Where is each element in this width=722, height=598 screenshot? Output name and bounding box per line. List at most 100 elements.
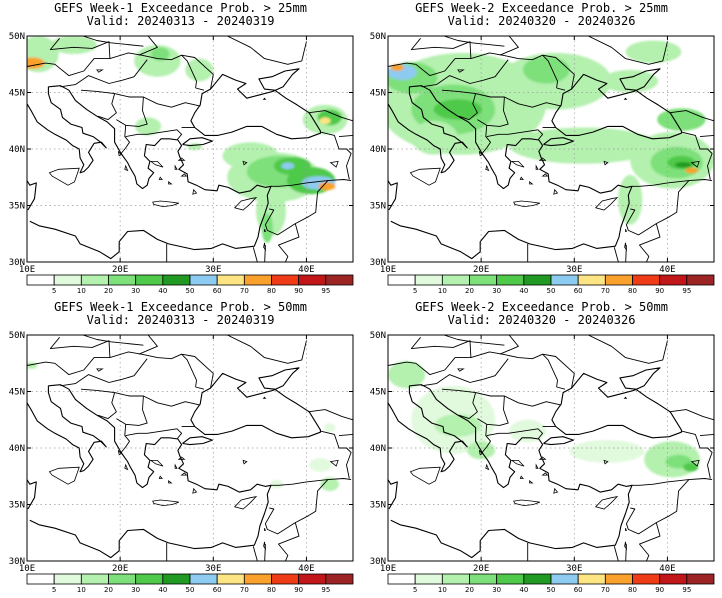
island (623, 97, 628, 100)
panel-title: GEFS Week-2 Exceedance Prob. > 50mm (415, 300, 668, 314)
colorbar-swatch (441, 573, 470, 585)
lon-tick-label: 20E (473, 564, 489, 574)
colorbar: 5 10 20 30 40 50 60 70 80 90 95 (26, 573, 354, 594)
colorbar-label: 80 (628, 287, 637, 295)
lake (242, 160, 248, 166)
country-border (475, 93, 562, 108)
island (623, 396, 628, 399)
colorbar-swatch (632, 573, 661, 585)
island (510, 161, 525, 168)
island (158, 475, 163, 479)
coastlines (27, 367, 353, 559)
country-border (27, 351, 214, 389)
colorbar-swatch (26, 573, 55, 585)
country-border (542, 353, 558, 388)
lon-tick-label: 30E (205, 564, 221, 574)
coastline (29, 384, 272, 559)
colorbar-swatch (189, 573, 218, 585)
probability-contour (411, 120, 458, 155)
lake (624, 242, 627, 252)
lake (329, 160, 339, 168)
probability-contour (434, 414, 482, 437)
map-content (27, 36, 353, 262)
island (541, 173, 549, 177)
island (174, 463, 178, 469)
lat-tick-label: 35N (9, 202, 25, 212)
colorbar-swatch (550, 274, 579, 286)
lake (457, 368, 465, 372)
colorbar-swatch (577, 573, 606, 585)
island (538, 456, 547, 460)
island (192, 487, 198, 494)
probability-contour (523, 56, 570, 84)
probability-shading (388, 40, 714, 225)
probability-contour (50, 36, 97, 54)
country-border (114, 93, 201, 108)
colorbar-label: 50 (547, 586, 556, 594)
country-border (320, 131, 352, 180)
probability-contour (433, 99, 483, 120)
country-border (181, 353, 197, 388)
panel-valid-dates: Valid: 20240320 - 20240326 (447, 14, 636, 28)
country-borders (388, 335, 714, 561)
colorbar-label: 10 (77, 287, 86, 295)
country-border (481, 424, 491, 453)
island (149, 161, 164, 168)
colorbar-label: 70 (240, 586, 249, 594)
probability-contour (27, 57, 45, 69)
colorbar-swatch (441, 274, 470, 286)
country-border (486, 129, 544, 141)
island (513, 499, 540, 507)
country-border (138, 335, 158, 355)
coastline (27, 479, 37, 510)
lat-tick-label: 50N (9, 331, 25, 341)
island (174, 164, 178, 170)
country-border (227, 36, 307, 65)
country-border (410, 38, 472, 59)
colorbar-swatch (216, 274, 245, 286)
colorbar-swatch (243, 274, 272, 286)
panel-valid-dates: Valid: 20240313 - 20240319 (86, 14, 275, 28)
lat-tick-label: 45N (9, 388, 25, 398)
country-border (82, 36, 144, 47)
island (478, 450, 483, 456)
country-border (410, 337, 472, 358)
colorbar-swatch (523, 274, 552, 286)
probability-contour (509, 127, 659, 164)
colorbar-label: 50 (547, 287, 556, 295)
country-border (116, 96, 148, 127)
colorbar-swatch (243, 573, 272, 585)
country-borders (388, 36, 714, 262)
island (152, 200, 179, 208)
country-border (114, 392, 201, 407)
country-border (443, 36, 505, 47)
coastline (182, 137, 213, 147)
lon-tick-label: 10E (19, 265, 35, 275)
colorbar-swatch (523, 573, 552, 585)
probability-contour (509, 419, 547, 443)
colorbar-swatch (80, 573, 109, 585)
colorbar-swatch (469, 274, 498, 286)
coastline (551, 68, 682, 140)
lake (264, 528, 266, 531)
country-border (556, 87, 566, 91)
colorbar-swatch (325, 573, 354, 585)
lat-tick-label: 50N (9, 32, 25, 42)
colorbar-label: 40 (158, 586, 167, 594)
country-border (80, 388, 117, 420)
country-border (252, 546, 258, 561)
probability-contour (390, 64, 404, 71)
island (519, 475, 524, 479)
island (538, 157, 547, 161)
country-border (477, 96, 509, 127)
colorbar-swatch (496, 573, 525, 585)
islands (409, 69, 714, 252)
lake (352, 440, 353, 447)
probability-contour (185, 58, 214, 82)
country-border (82, 335, 144, 346)
colorbar-swatch (686, 573, 715, 585)
probability-shading (27, 36, 348, 243)
island (233, 495, 258, 510)
lat-tick-label: 30N (370, 557, 386, 567)
panel-week2-50mm: GEFS Week-2 Exceedance Prob. > 50mm Vali… (361, 299, 722, 598)
